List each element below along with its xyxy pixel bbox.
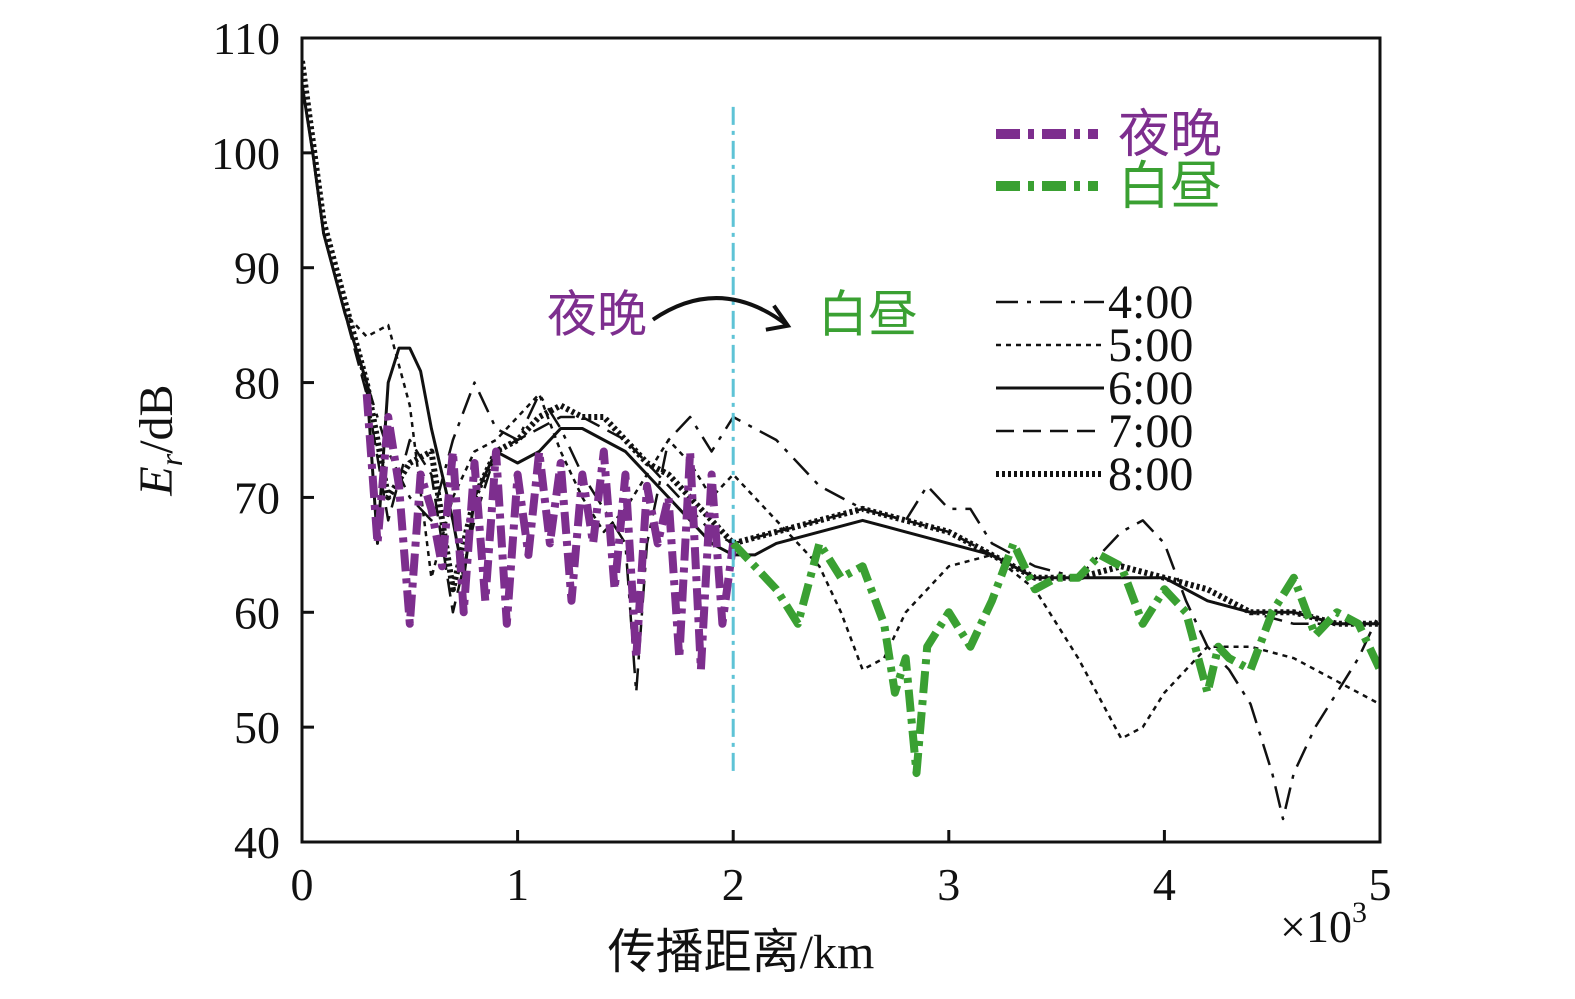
transition-annotation: 夜晚 白昼 [547, 287, 918, 343]
series-line [302, 83, 1380, 821]
x-axis-multiplier-exponent: 3 [1352, 896, 1367, 929]
y-tick-label: 90 [234, 243, 280, 294]
legend-time-label: 4:00 [1108, 276, 1193, 329]
y-axis-label-symbol: E [130, 466, 183, 496]
x-tick-label: 3 [937, 859, 960, 910]
y-tick-label: 80 [234, 358, 280, 409]
transition-arrowhead [765, 304, 792, 332]
legend-time-label: 5:00 [1108, 319, 1193, 372]
legend-color-label: 白昼 [1118, 159, 1222, 216]
x-tick-label: 5 [1369, 859, 1392, 910]
legend-color-label: 夜晚 [1118, 107, 1222, 164]
y-tick-label: 100 [211, 128, 280, 179]
y-tick-label: 60 [234, 587, 280, 638]
axis-ticks: 0 1 2 3 4 5 40 50 60 70 80 90 100 110 [211, 13, 1392, 910]
legend-time-label: 8:00 [1108, 448, 1193, 501]
y-axis-label-subscript: r [153, 453, 189, 466]
x-tick-label: 2 [722, 859, 745, 910]
x-tick-label: 0 [291, 859, 314, 910]
x-axis-multiplier: ×103 [1280, 896, 1367, 952]
legend-time-label: 7:00 [1108, 405, 1193, 458]
legend-time: 4:005:006:007:008:00 [996, 276, 1193, 501]
y-axis-label-unit: /dB [130, 384, 183, 453]
series-line [362, 393, 738, 674]
y-tick-label: 110 [213, 13, 280, 64]
series-layer [302, 60, 1380, 821]
annotation-day-label: 白昼 [818, 287, 918, 343]
x-tick-label: 4 [1153, 859, 1176, 910]
y-tick-label: 40 [234, 817, 280, 868]
y-tick-label: 70 [234, 472, 280, 523]
annotation-night-label: 夜晚 [547, 287, 647, 343]
x-axis-label: 传播距离/km [608, 926, 875, 979]
x-tick-label: 1 [506, 859, 529, 910]
series-line [730, 539, 1380, 778]
transition-arrow [651, 296, 790, 328]
legend-time-label: 6:00 [1108, 362, 1193, 415]
y-tick-label: 50 [234, 702, 280, 753]
series-line [302, 83, 1380, 626]
plot-area-frame [300, 36, 1382, 844]
y-axis-label: Er/dB [130, 384, 189, 496]
x-axis-multiplier-base: ×10 [1280, 901, 1352, 952]
